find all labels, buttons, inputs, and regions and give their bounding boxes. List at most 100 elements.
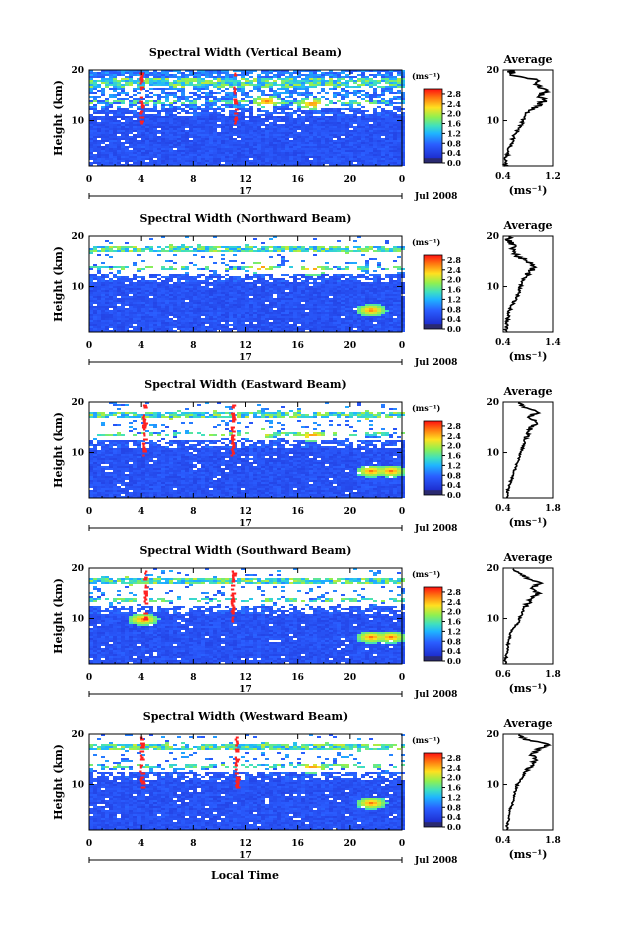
x-tick-label: 12 bbox=[239, 175, 252, 185]
day-label: 17 bbox=[239, 187, 252, 197]
average-x-tick: 1.2 bbox=[545, 172, 561, 182]
y-tick-label: 10 bbox=[71, 781, 84, 791]
colorbar-tick: 0.8 bbox=[447, 304, 461, 314]
colorbar-tick: 0.8 bbox=[447, 138, 461, 148]
x-tick-label: 4 bbox=[138, 507, 144, 517]
x-tick-label: 16 bbox=[291, 839, 304, 849]
colorbar-tick: 2.8 bbox=[447, 587, 461, 597]
average-x-tick: 0.4 bbox=[495, 504, 511, 514]
colorbar-tick: 1.2 bbox=[447, 128, 461, 138]
average-frame bbox=[502, 235, 554, 333]
y-axis-label: Height (km) bbox=[52, 412, 65, 488]
average-profile-line bbox=[505, 402, 542, 499]
average-title: Average bbox=[502, 53, 552, 66]
x-tick-label: 0 bbox=[399, 673, 405, 683]
y-axis-label: Height (km) bbox=[52, 744, 65, 820]
average-profile-line bbox=[502, 236, 538, 333]
average-y-tick: 20 bbox=[486, 730, 499, 740]
colorbar-tick: 2.0 bbox=[447, 275, 461, 285]
average-panel: Average 10 20 0.4 1.2 (ms⁻¹) bbox=[486, 53, 560, 197]
average-x-label: (ms⁻¹) bbox=[509, 682, 548, 695]
x-tick-label: 0 bbox=[86, 673, 92, 683]
average-x-label: (ms⁻¹) bbox=[509, 350, 548, 363]
colorbar-tick: 0.8 bbox=[447, 636, 461, 646]
colorbar bbox=[423, 586, 443, 662]
x-tick-label: 0 bbox=[86, 341, 92, 351]
x-tick-label: 16 bbox=[291, 507, 304, 517]
y-tick-label: 10 bbox=[71, 117, 84, 127]
colorbar-tick: 0.0 bbox=[447, 158, 461, 168]
average-x-tick: 0.4 bbox=[495, 338, 511, 348]
x-tick-label: 0 bbox=[399, 341, 405, 351]
average-title: Average bbox=[502, 551, 552, 564]
colorbar-tick: 2.4 bbox=[447, 597, 461, 607]
y-tick-label: 10 bbox=[71, 615, 84, 625]
x-tick-label: 8 bbox=[190, 839, 196, 849]
y-tick-label: 10 bbox=[71, 449, 84, 459]
beam-panel-3: Spectral Width (Eastward Beam) 10 20 Height… bbox=[52, 378, 561, 534]
average-y-tick: 10 bbox=[486, 781, 499, 791]
colorbar-tick: 2.8 bbox=[447, 421, 461, 431]
x-tick-label: 8 bbox=[190, 175, 196, 185]
average-x-label: (ms⁻¹) bbox=[509, 516, 548, 529]
average-y-tick: 20 bbox=[486, 398, 499, 408]
beam-panel-2: Spectral Width (Northward Beam) 10 20 Heigh… bbox=[52, 212, 561, 368]
average-profile-line bbox=[501, 70, 552, 167]
colorbar bbox=[423, 752, 443, 828]
average-frame bbox=[502, 567, 554, 665]
y-tick-label: 20 bbox=[71, 564, 84, 574]
colorbar-tick: 2.0 bbox=[447, 109, 461, 119]
y-tick-label: 20 bbox=[71, 730, 84, 740]
colorbar bbox=[423, 254, 443, 330]
x-tick-label: 0 bbox=[86, 175, 92, 185]
colorbar-tick: 0.4 bbox=[447, 480, 461, 490]
red-column-1 bbox=[139, 736, 146, 789]
red-column-1 bbox=[143, 570, 149, 621]
panel-title: Spectral Width (Westward Beam) bbox=[143, 710, 348, 723]
colorbar-tick: 0.0 bbox=[447, 490, 461, 500]
red-column-2 bbox=[234, 736, 242, 789]
colorbar-tick: 1.6 bbox=[447, 285, 461, 295]
average-panel: Average 10 20 0.4 1.8 (ms⁻¹) bbox=[486, 717, 560, 861]
colorbar-tick: 1.6 bbox=[447, 617, 461, 627]
y-axis-label: Height (km) bbox=[52, 80, 65, 156]
colorbar-tick: 2.0 bbox=[447, 441, 461, 451]
average-x-label: (ms⁻¹) bbox=[509, 184, 548, 197]
beam-panel-4: Spectral Width (Southward Beam) 10 20 Heigh… bbox=[52, 544, 561, 700]
x-tick-label: 4 bbox=[138, 839, 144, 849]
day-label: 17 bbox=[239, 353, 252, 363]
colorbar-tick: 0.0 bbox=[447, 324, 461, 334]
colorbar bbox=[423, 420, 443, 496]
colorbar-tick: 1.2 bbox=[447, 294, 461, 304]
colorbar-tick: 2.0 bbox=[447, 773, 461, 783]
x-tick-label: 4 bbox=[138, 673, 144, 683]
x-tick-label: 12 bbox=[239, 839, 252, 849]
x-tick-label: 12 bbox=[239, 507, 252, 517]
beam-panel-1: Spectral Width (Vertical Beam) 10 20 Height… bbox=[52, 46, 561, 202]
colorbar-tick: 1.2 bbox=[447, 460, 461, 470]
y-tick-label: 20 bbox=[71, 232, 84, 242]
average-x-tick: 0.4 bbox=[495, 836, 511, 846]
red-column-2 bbox=[230, 404, 237, 457]
average-x-tick: 1.8 bbox=[545, 836, 561, 846]
average-y-tick: 10 bbox=[486, 117, 499, 127]
colorbar-unit: (ms⁻¹) bbox=[412, 403, 440, 413]
x-axis-label: Local Time bbox=[211, 869, 279, 882]
x-tick-label: 8 bbox=[190, 341, 196, 351]
red-column-1 bbox=[139, 72, 145, 125]
y-tick-label: 10 bbox=[71, 283, 84, 293]
colorbar-tick: 0.4 bbox=[447, 148, 461, 158]
colorbar-tick: 1.6 bbox=[447, 451, 461, 461]
colorbar-tick: 0.8 bbox=[447, 802, 461, 812]
colorbar-tick: 0.8 bbox=[447, 470, 461, 480]
average-y-tick: 20 bbox=[486, 66, 499, 76]
average-x-tick: 0.6 bbox=[495, 670, 511, 680]
colorbar-tick: 2.4 bbox=[447, 763, 461, 773]
panel-title: Spectral Width (Southward Beam) bbox=[139, 544, 351, 557]
y-tick-label: 20 bbox=[71, 66, 84, 76]
x-tick-label: 20 bbox=[344, 839, 357, 849]
colorbar-tick: 2.8 bbox=[447, 753, 461, 763]
heatmap bbox=[89, 402, 405, 498]
average-panel: Average 10 20 0.4 1.8 (ms⁻¹) bbox=[486, 385, 560, 529]
